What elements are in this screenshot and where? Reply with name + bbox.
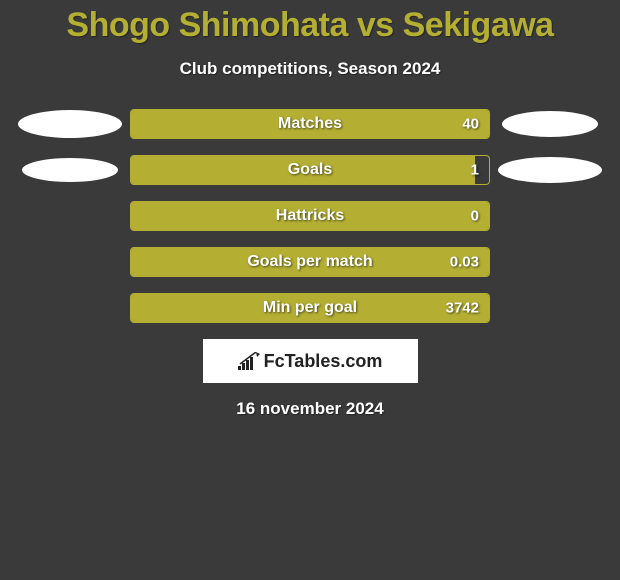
- stat-label: Goals: [288, 161, 332, 179]
- stat-bar: Goals per match 0.03: [130, 247, 490, 277]
- stat-label: Matches: [278, 115, 342, 133]
- stat-bar: Matches 40: [130, 109, 490, 139]
- fctables-icon: [238, 352, 260, 370]
- stat-row: Matches 40: [10, 109, 610, 139]
- stat-label: Hattricks: [276, 207, 344, 225]
- left-marker: [10, 109, 130, 139]
- ellipse-icon: [498, 157, 602, 183]
- stat-row: Goals 1: [10, 155, 610, 185]
- right-marker: [490, 293, 610, 323]
- stat-value: 0: [471, 208, 479, 225]
- right-marker: [490, 247, 610, 277]
- stat-row: Hattricks 0: [10, 201, 610, 231]
- right-marker: [490, 109, 610, 139]
- stat-bar: Hattricks 0: [130, 201, 490, 231]
- left-marker: [10, 293, 130, 323]
- logo-box: FcTables.com: [203, 339, 418, 383]
- right-marker: [490, 201, 610, 231]
- comparison-chart: Matches 40 Goals 1 Hattricks 0 Goals per match…: [0, 109, 620, 323]
- logo-text: FcTables.com: [264, 351, 383, 372]
- stat-label: Min per goal: [263, 299, 357, 317]
- stat-row: Min per goal 3742: [10, 293, 610, 323]
- stat-label: Goals per match: [247, 253, 372, 271]
- stat-bar: Min per goal 3742: [130, 293, 490, 323]
- page-title: Shogo Shimohata vs Sekigawa: [0, 0, 620, 45]
- left-marker: [10, 247, 130, 277]
- subtitle: Club competitions, Season 2024: [0, 59, 620, 79]
- stat-bar: Goals 1: [130, 155, 490, 185]
- stat-value: 1: [471, 162, 479, 179]
- left-marker: [10, 155, 130, 185]
- left-marker: [10, 201, 130, 231]
- stat-row: Goals per match 0.03: [10, 247, 610, 277]
- stat-value: 40: [462, 116, 479, 133]
- stat-value: 3742: [446, 300, 479, 317]
- stat-value: 0.03: [450, 254, 479, 271]
- ellipse-icon: [22, 158, 118, 182]
- date-label: 16 november 2024: [0, 399, 620, 419]
- ellipse-icon: [502, 111, 598, 137]
- right-marker: [490, 155, 610, 185]
- ellipse-icon: [18, 110, 122, 138]
